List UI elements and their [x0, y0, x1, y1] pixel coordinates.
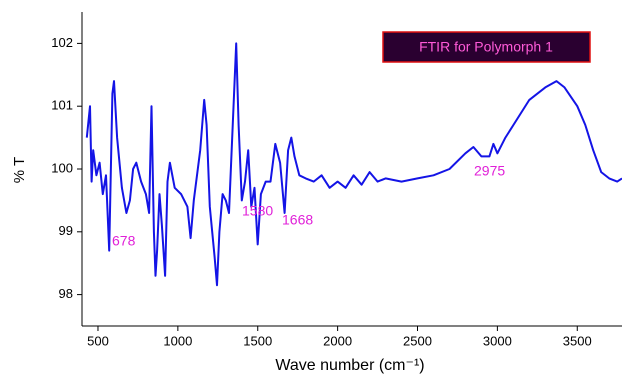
- y-tick-label: 100: [51, 160, 73, 175]
- x-tick-label: 1500: [243, 333, 272, 348]
- annotation: 1580: [242, 203, 273, 219]
- x-tick-label: 2000: [323, 333, 352, 348]
- annotation: 2975: [474, 163, 505, 179]
- annotation: 1668: [282, 212, 313, 228]
- y-tick-label: 101: [51, 98, 73, 113]
- x-tick-label: 2500: [403, 333, 432, 348]
- y-tick-label: 102: [51, 35, 73, 50]
- y-tick-label: 98: [59, 286, 73, 301]
- y-axis-label: % T: [11, 157, 28, 183]
- x-axis-label: Wave number (cm⁻¹): [275, 357, 424, 374]
- annotation: 678: [112, 233, 136, 249]
- x-tick-label: 3000: [483, 333, 512, 348]
- x-tick-label: 1000: [163, 333, 192, 348]
- x-tick-label: 3500: [563, 333, 592, 348]
- y-tick-label: 99: [59, 223, 73, 238]
- x-tick-label: 500: [87, 333, 109, 348]
- chart-title: FTIR for Polymorph 1: [419, 39, 553, 55]
- data-line: [85, 42, 622, 287]
- title-box: [382, 31, 591, 63]
